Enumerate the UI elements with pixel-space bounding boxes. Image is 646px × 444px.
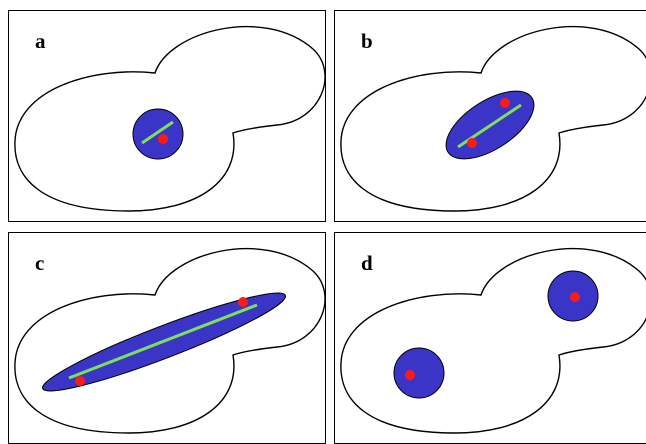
panel-d: d bbox=[334, 232, 646, 444]
panel-d-drawing bbox=[340, 248, 646, 434]
panel-c-drawing bbox=[14, 248, 325, 434]
panel-label-a: a bbox=[35, 29, 46, 53]
spindle-pole-body bbox=[467, 138, 477, 148]
spindle-pole-body bbox=[158, 134, 168, 144]
panel-b-drawing bbox=[340, 26, 646, 212]
spindle-pole-body bbox=[405, 370, 415, 380]
mitotic-spindle bbox=[141, 120, 174, 145]
spindle-pole-body bbox=[570, 292, 580, 302]
panel-c: c bbox=[8, 232, 326, 444]
spindle-pole-body bbox=[75, 376, 85, 386]
mitotic-spindle bbox=[68, 303, 258, 380]
panel-label-d: d bbox=[361, 251, 373, 275]
budding-cell-outline bbox=[340, 248, 646, 434]
panel-label-c: c bbox=[35, 251, 45, 275]
spindle-pole-body bbox=[500, 98, 510, 108]
nucleus bbox=[132, 108, 184, 160]
panel-b: b bbox=[334, 10, 646, 222]
mother-nucleus bbox=[393, 347, 445, 399]
panel-a-drawing bbox=[14, 26, 325, 212]
panel-label-b: b bbox=[361, 29, 373, 53]
panel-a: a bbox=[8, 10, 326, 222]
spindle-pole-body bbox=[238, 297, 248, 307]
